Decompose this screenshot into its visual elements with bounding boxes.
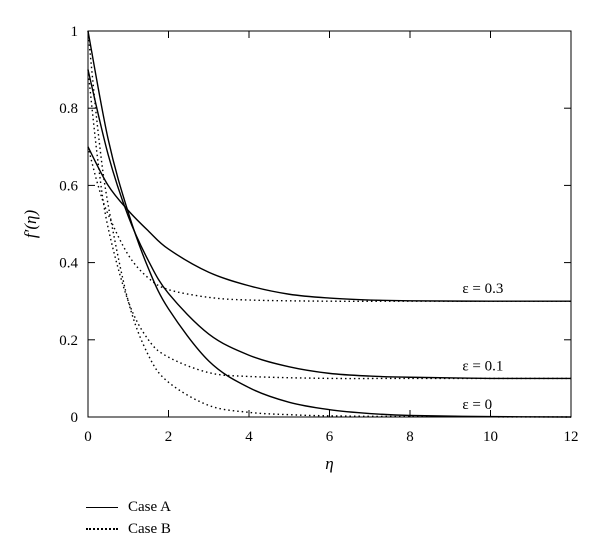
x-tick-label: 10	[483, 429, 498, 445]
legend-label-case-b: Case B	[128, 520, 171, 537]
x-axis-title: η	[325, 454, 333, 473]
series-line-case-a-eps-0	[87, 30, 572, 418]
axis-ticks: 0 2 4 6 8 10 12 0 0.2 0.4 0.6 0.8 1	[59, 24, 578, 445]
y-tick-label: 1	[71, 24, 79, 40]
legend-swatch-dotted	[86, 528, 118, 530]
series-line-case-a-eps-0-3	[87, 146, 572, 302]
y-axis-title: f′(η)	[21, 210, 40, 239]
series-line-case-a-eps-0-1	[87, 69, 572, 380]
y-tick-label: 0	[71, 410, 79, 426]
y-tick-label: 0.2	[59, 333, 78, 349]
legend-item-case-a: Case A	[86, 496, 171, 518]
legend-item-case-b: Case B	[86, 518, 171, 540]
legend: Case A Case B	[86, 496, 171, 540]
x-tick-label: 0	[84, 429, 92, 445]
series-line-case-b-eps-0-3	[87, 146, 571, 302]
epsilon-annotation: ε = 0	[462, 397, 492, 413]
legend-swatch-solid	[86, 506, 118, 508]
y-tick-label: 0.6	[59, 178, 78, 194]
y-tick-label: 0.8	[59, 101, 78, 117]
x-tick-label: 12	[564, 429, 579, 445]
y-tick-label: 0.4	[59, 256, 78, 272]
x-tick-label: 4	[245, 429, 253, 445]
x-tick-label: 8	[406, 429, 414, 445]
series-line-case-b-eps-0	[87, 30, 572, 418]
epsilon-annotation: ε = 0.1	[462, 358, 503, 374]
series-layer	[87, 30, 572, 418]
x-tick-label: 6	[326, 429, 334, 445]
x-tick-label: 2	[165, 429, 173, 445]
legend-label-case-a: Case A	[128, 498, 171, 515]
epsilon-annotation: ε = 0.3	[462, 281, 503, 297]
annotations-layer: ε = 0.3 ε = 0.1 ε = 0	[462, 281, 503, 413]
series-line-case-b-eps-0-1	[87, 69, 571, 380]
